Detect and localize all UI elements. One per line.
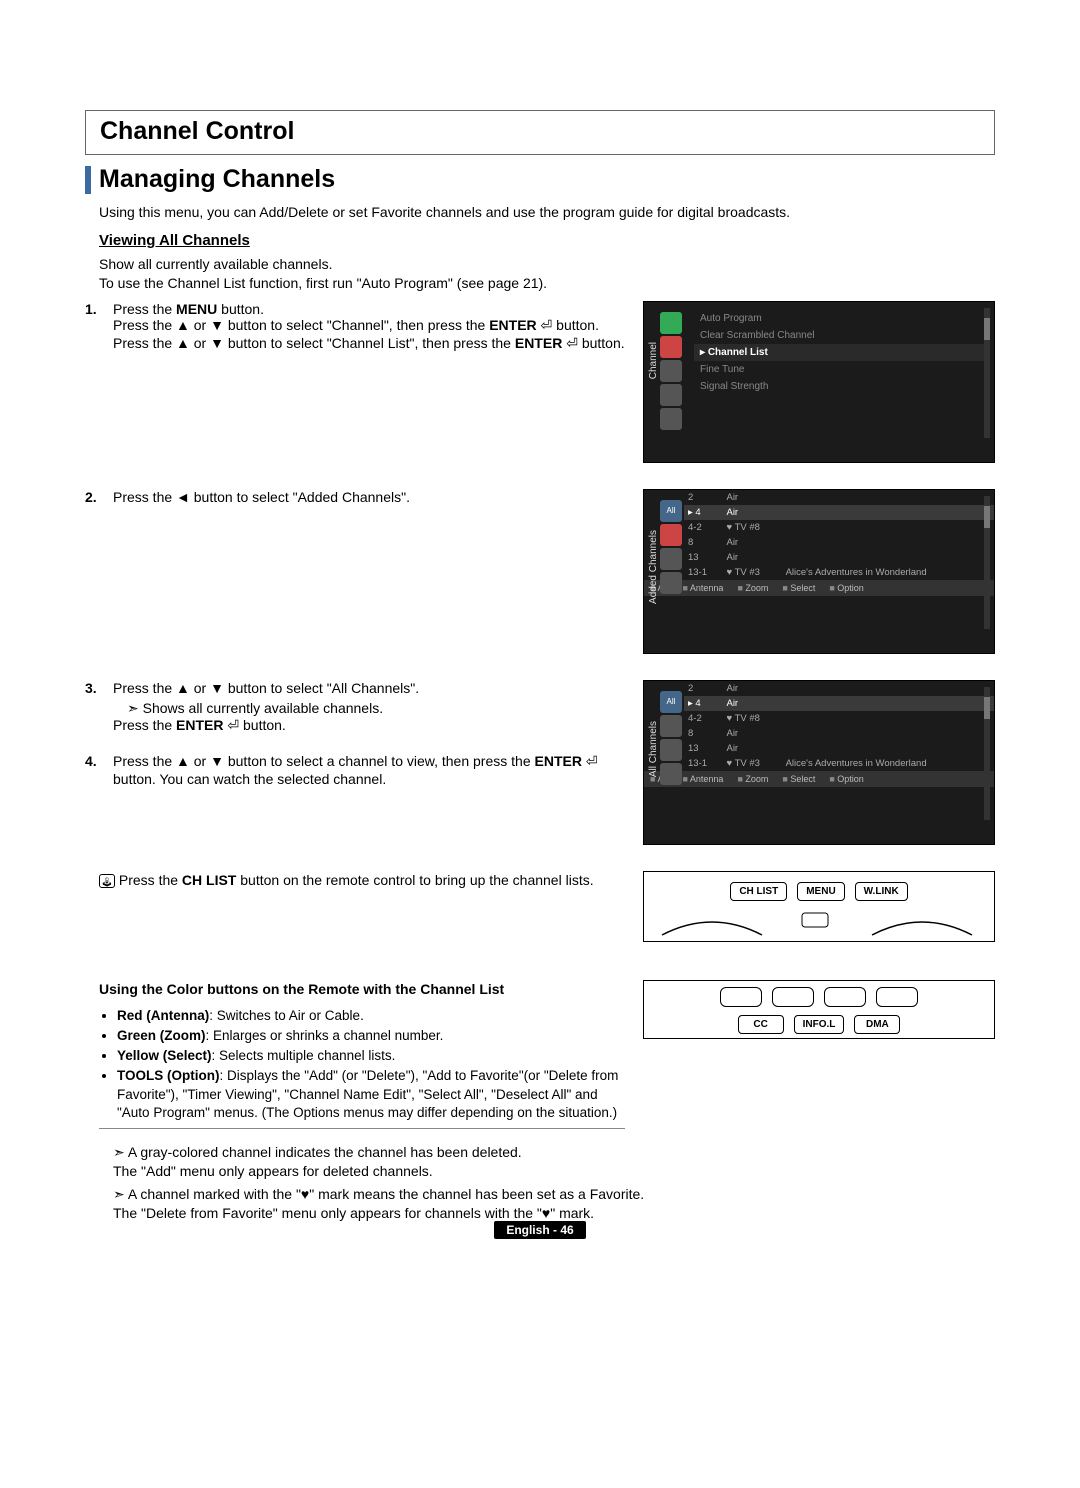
fav-icon	[660, 739, 682, 761]
color-heading: Using the Color buttons on the Remote wi…	[99, 980, 625, 999]
table-row: 4-2♥ TV #8	[684, 520, 994, 535]
step-4: 4. Press the ▲ or ▼ button to select a c…	[85, 753, 625, 787]
step-text: Press the ◄ button to select "Added Chan…	[113, 489, 625, 505]
subsection-row: Managing Channels	[85, 165, 995, 194]
osd-side-label: Channel	[648, 342, 659, 379]
enter-icon: ⏎	[541, 319, 553, 334]
scrollbar	[984, 308, 990, 438]
remote-btn-chlist: CH LIST	[730, 882, 787, 901]
osd-icon-column: All	[660, 691, 682, 787]
menu-item-selected: Channel List	[694, 344, 986, 361]
color-button-list: Red (Antenna): Switches to Air or Cable.…	[99, 1007, 625, 1129]
channel-table: 2Air ▸ 4Air 4-2♥ TV #8 8Air 13Air 13-1♥ …	[684, 681, 994, 771]
enter-icon: ⏎	[566, 337, 578, 352]
table-row-selected: ▸ 4Air	[684, 505, 994, 520]
step-number: 3.	[85, 680, 113, 735]
remote-btn-cc: CC	[738, 1015, 784, 1034]
step-3: 3. Press the ▲ or ▼ button to select "Al…	[85, 680, 625, 735]
osd-icon-column	[660, 312, 682, 432]
input-icon	[660, 408, 682, 430]
enter-icon: ⏎	[227, 719, 239, 734]
table-row: 13-1♥ TV #3Alice's Adventures in Wonderl…	[684, 756, 994, 771]
list-item: Yellow (Select): Selects multiple channe…	[117, 1047, 625, 1065]
table-row: 8Air	[684, 726, 994, 741]
table-row: 13Air	[684, 741, 994, 756]
note: Shows all currently available channels.	[127, 700, 625, 717]
step-number: 4.	[85, 753, 113, 787]
blue-button-icon	[876, 987, 918, 1007]
osd-all-channels: All Channels All 2Air ▸ 4Air 4-2♥ TV #8 …	[643, 680, 995, 845]
step-number: 1.	[85, 301, 113, 353]
channel-table: 2Air ▸ 4Air 4-2♥ TV #8 8Air 13Air 13-1♥ …	[684, 490, 994, 580]
sound-icon	[660, 360, 682, 382]
step-text: Press the ▲ or ▼ button to select a chan…	[113, 753, 625, 787]
fav-icon	[660, 548, 682, 570]
step-1: 1. Press the MENU button. Press the ▲ or…	[85, 301, 625, 353]
viewing-heading: Viewing All Channels	[99, 232, 995, 249]
footnote: A channel marked with the "♥" mark means…	[113, 1185, 995, 1223]
remote-btn-wlink: W.LINK	[855, 882, 908, 901]
setup-icon	[660, 384, 682, 406]
remote-curve	[652, 907, 986, 937]
table-row: 2Air	[684, 490, 994, 505]
red-button-icon	[720, 987, 762, 1007]
added-icon	[660, 524, 682, 546]
osd-icon-column: All	[660, 500, 682, 596]
yellow-button-icon	[824, 987, 866, 1007]
prog-icon	[660, 763, 682, 785]
step-2: 2. Press the ◄ button to select "Added C…	[85, 489, 625, 505]
scrollbar	[984, 687, 990, 820]
table-row-selected: ▸ 4Air	[684, 696, 994, 711]
step-number: 2.	[85, 489, 113, 505]
osd-footer: Air Antenna Zoom Select Option	[644, 771, 994, 787]
remote-btn-dma: DMA	[854, 1015, 900, 1034]
table-row: 4-2♥ TV #8	[684, 711, 994, 726]
osd-side-label: Added Channels	[648, 530, 659, 604]
step-text: Press the MENU button. Press the ▲ or ▼ …	[113, 301, 625, 353]
all-icon: All	[660, 500, 682, 522]
page-number: English - 46	[494, 1221, 585, 1239]
osd-added-channels: Added Channels All 2Air ▸ 4Air 4-2♥ TV #…	[643, 489, 995, 654]
viewing-body: Show all currently available channels. T…	[99, 255, 995, 293]
menu-item: Fine Tune	[694, 361, 986, 378]
subsection-title: Managing Channels	[99, 165, 335, 194]
menu-item: Auto Program	[694, 310, 986, 327]
remote-diagram-top: CH LIST MENU W.LINK	[643, 871, 995, 942]
list-item: TOOLS (Option): Displays the "Add" (or "…	[117, 1067, 625, 1122]
osd-channel-menu: Channel Auto Program Clear Scrambled Cha…	[643, 301, 995, 463]
viewing-line1: Show all currently available channels.	[99, 255, 995, 274]
menu-item: Clear Scrambled Channel	[694, 327, 986, 344]
step-text: Press the ▲ or ▼ button to select "All C…	[113, 680, 625, 735]
intro-text: Using this menu, you can Add/Delete or s…	[99, 204, 995, 220]
viewing-line2: To use the Channel List function, first …	[99, 274, 995, 293]
remote-glyph-icon: 🕹	[99, 874, 115, 888]
picture-icon	[660, 336, 682, 358]
list-item: Red (Antenna): Switches to Air or Cable.	[117, 1007, 625, 1025]
remote-diagram-bottom: CC INFO.L DMA	[643, 980, 995, 1039]
all-icon: All	[660, 691, 682, 713]
remote-btn-menu: MENU	[797, 882, 844, 901]
added-icon	[660, 715, 682, 737]
table-row: 13-1♥ TV #3Alice's Adventures in Wonderl…	[684, 565, 994, 580]
footnote: A gray-colored channel indicates the cha…	[113, 1143, 995, 1181]
scrollbar	[984, 496, 990, 629]
osd-footer: Air Antenna Zoom Select Option	[644, 580, 994, 596]
green-button-icon	[772, 987, 814, 1007]
tv-icon	[660, 312, 682, 334]
menu-item: Signal Strength	[694, 378, 986, 395]
osd-side-label: All Channels	[648, 721, 659, 777]
section-header-box: Channel Control	[85, 110, 995, 155]
table-row: 2Air	[684, 681, 994, 696]
list-item: Green (Zoom): Enlarges or shrinks a chan…	[117, 1027, 625, 1045]
table-row: 13Air	[684, 550, 994, 565]
page-footer: English - 46	[0, 1222, 1080, 1237]
prog-icon	[660, 572, 682, 594]
table-row: 8Air	[684, 535, 994, 550]
remote-btn-info: INFO.L	[794, 1015, 845, 1034]
enter-icon: ⏎	[586, 755, 598, 770]
section-title: Channel Control	[100, 117, 980, 146]
accent-bar	[85, 166, 91, 194]
